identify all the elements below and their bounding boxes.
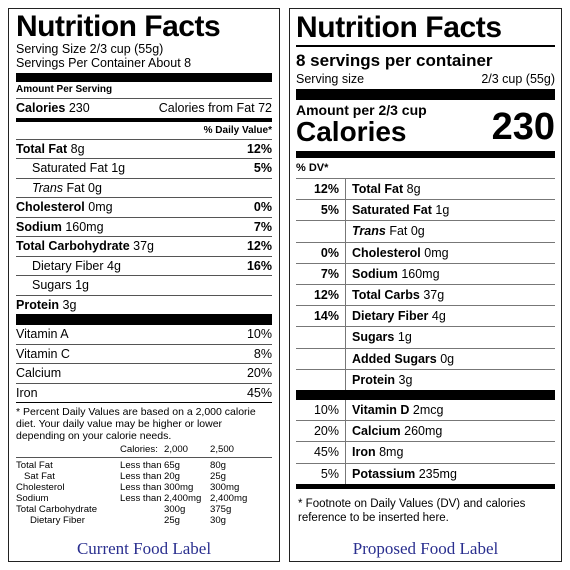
- table-row: Protein 3g: [16, 294, 272, 315]
- table-row: Total Carbohydrate 37g 12%: [16, 236, 272, 256]
- current-dv-header: % Daily Value*: [203, 124, 272, 136]
- table-row: 20% Calcium 260mg: [296, 420, 555, 442]
- table-row: Protein 3g: [296, 368, 555, 391]
- table-row: Added Sugars 0g: [296, 347, 555, 369]
- current-caption: Current Food Label: [76, 539, 212, 558]
- current-medium-divider: [16, 117, 272, 122]
- table-row: Sodium 160mg 7%: [16, 216, 272, 237]
- current-calories-label: Calories: [16, 101, 66, 115]
- proposed-footnote: * Footnote on Daily Values (DV) and calo…: [298, 497, 526, 524]
- table-row: 45% Iron 8mg: [296, 441, 555, 463]
- proposed-thick-divider: [296, 89, 555, 100]
- current-vitamin-list: Vitamin A 10% Vitamin C 8% Calcium 20% Iron…: [16, 325, 272, 402]
- proposed-serving-size: Serving size 2/3 cup (55g): [296, 72, 555, 86]
- table-row: Vitamin A 10%: [16, 327, 272, 341]
- current-nutrition-label: Nutrition Facts Serving Size 2/3 cup (55…: [8, 8, 280, 562]
- current-calories-row: Calories 230 Calories from Fat 72: [16, 98, 272, 118]
- table-row: Dietary Fiber 4g 16%: [16, 255, 272, 276]
- current-serving-size: Serving Size 2/3 cup (55g): [16, 42, 164, 56]
- proposed-nutrition-label: Nutrition Facts 8 servings per container…: [289, 8, 562, 562]
- current-servings-per-container: Servings Per Container About 8: [16, 56, 192, 70]
- table-row: 5% Saturated Fat 1g: [296, 199, 555, 221]
- current-thick-divider: [16, 73, 272, 82]
- table-row: Total Fat 8g 12%: [16, 138, 272, 159]
- current-amount-per-serving: Amount Per Serving: [16, 84, 113, 95]
- table-row: 12% Total Carbs 37g: [296, 284, 555, 306]
- table-row: Trans Fat 0g: [16, 177, 272, 198]
- proposed-nutrient-list: 12% Total Fat 8g 5% Saturated Fat 1g Trans…: [296, 178, 555, 391]
- table-row: 14% Dietary Fiber 4g: [296, 305, 555, 327]
- proposed-caption: Proposed Food Label: [352, 539, 499, 558]
- current-title: Nutrition Facts: [16, 10, 221, 43]
- proposed-thick-divider-2: [296, 390, 555, 401]
- current-thick-divider-2: [16, 314, 272, 325]
- table-row: 10% Vitamin D 2mcg: [296, 400, 555, 421]
- table-row: 12% Total Fat 8g: [296, 178, 555, 200]
- current-footnote: * Percent Daily Values are based on a 2,…: [16, 406, 256, 442]
- table-row: Cholesterol 0mg 0%: [16, 197, 272, 217]
- proposed-medium-divider: [296, 151, 555, 158]
- table-row: Calcium 20%: [16, 363, 272, 383]
- table-row: 5% Potassium 235mg: [296, 462, 555, 484]
- table-row: Sugars 1g: [296, 326, 555, 348]
- table-row: Trans Fat 0g: [296, 220, 555, 242]
- current-footnote-table: Calories: 2,000 2,500: [120, 444, 235, 455]
- proposed-bottom-divider: [296, 483, 555, 489]
- proposed-mineral-list: 10% Vitamin D 2mcg 20% Calcium 260mg 45% Ir…: [296, 400, 555, 484]
- current-nutrient-list: Total Fat 8g 12% Saturated Fat 1g 5% Trans…: [16, 138, 272, 315]
- proposed-title: Nutrition Facts: [296, 11, 502, 44]
- table-row: Saturated Fat 1g 5%: [16, 158, 272, 178]
- proposed-amount-per: Amount per 2/3 cup: [296, 102, 427, 118]
- current-footnote-table-body: Total Fat Less than 65g 80g Sat Fat Less tha…: [16, 460, 248, 526]
- proposed-calories-label: Calories: [296, 116, 407, 147]
- current-calories-from-fat: Calories from Fat 72: [158, 101, 272, 115]
- table-row: Iron 45%: [16, 382, 272, 403]
- proposed-dv-header: % DV*: [296, 162, 329, 174]
- table-row: Vitamin C 8%: [16, 343, 272, 364]
- table-row: 0% Cholesterol 0mg: [296, 241, 555, 263]
- current-calories-value: 230: [68, 101, 90, 115]
- proposed-calories-block: Amount per 2/3 cup Calories 230: [296, 102, 555, 146]
- table-row: 7% Sodium 160mg: [296, 262, 555, 285]
- proposed-servings: 8 servings per container: [296, 51, 493, 70]
- table-row: Sugars 1g: [16, 275, 272, 295]
- proposed-calories-value: 230: [491, 106, 555, 148]
